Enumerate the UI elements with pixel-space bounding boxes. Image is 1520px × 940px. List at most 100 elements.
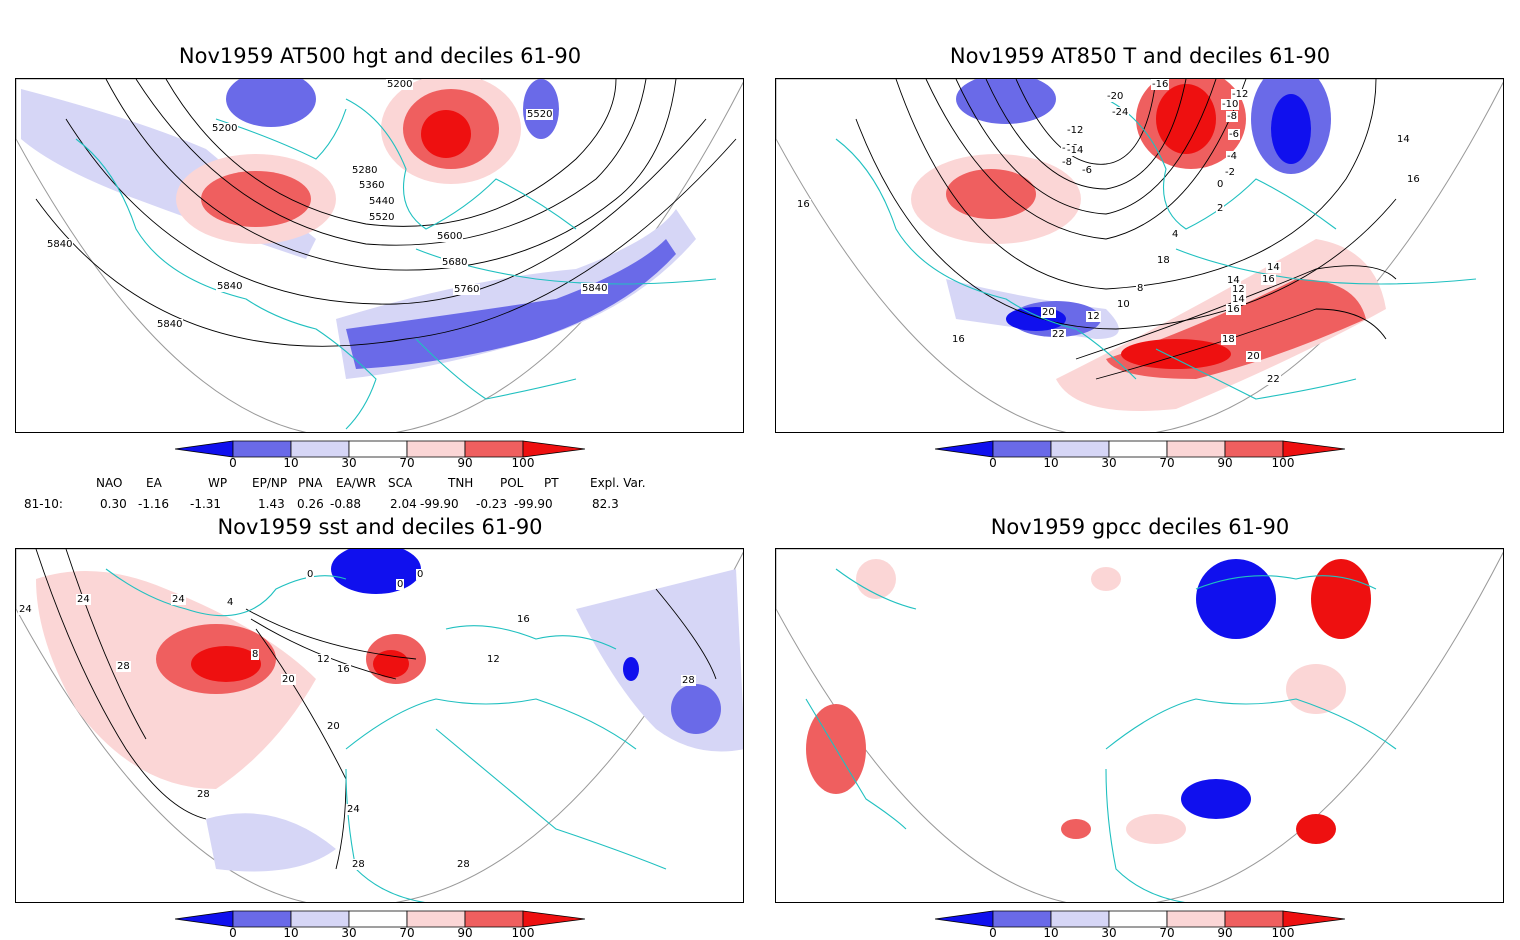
- colorbar-tick-label: 100: [511, 926, 535, 940]
- colorbar-segment: [232, 440, 292, 458]
- colorbar-tick-label: 70: [399, 926, 415, 940]
- colorbar-segment: [1108, 910, 1168, 928]
- colorbar-tick-label: 0: [229, 456, 237, 470]
- contour-label: 16: [336, 664, 351, 675]
- colorbar-tick-label: 10: [283, 926, 299, 940]
- contour-label: 4: [1171, 229, 1180, 240]
- contour-label: 12: [486, 654, 501, 665]
- contour-label: 14: [1226, 275, 1241, 286]
- contour-label: -6: [1228, 129, 1240, 140]
- index-value-wp: -1.31: [190, 497, 222, 511]
- contour-label: -12: [1231, 89, 1250, 100]
- contour-label: 18: [1156, 255, 1171, 266]
- contour-label: -20: [1106, 91, 1125, 102]
- contour-label: 28: [456, 859, 471, 870]
- colorbar-svg: [174, 910, 586, 928]
- map-svg-gpcc: [776, 549, 1503, 902]
- index-header-sca: SCA: [388, 476, 413, 490]
- contour-label: 5200: [386, 79, 414, 90]
- colorbar-segment: [1050, 440, 1110, 458]
- contour-label: 5200: [211, 123, 239, 134]
- colorbar-svg: [934, 910, 1346, 928]
- panel-title-t850: Nov1959 AT850 T and deciles 61-90: [949, 44, 1331, 68]
- colorbar-tick-label: 30: [1101, 926, 1117, 940]
- colorbar-segment: [934, 910, 994, 928]
- colorbar-segment: [1224, 440, 1284, 458]
- map-svg-sst: [16, 549, 743, 902]
- map-panel-gpcc: [775, 548, 1504, 903]
- colorbar-segment: [348, 910, 408, 928]
- colorbar-segment: [522, 910, 586, 928]
- contour-label: 5520: [368, 212, 396, 223]
- colorbar-segment: [406, 910, 466, 928]
- colorbar-tick-label: 0: [989, 926, 997, 940]
- contour-label: -16: [1151, 79, 1170, 90]
- colorbar-segment: [1282, 910, 1346, 928]
- index-value-explvar: 82.3: [592, 497, 619, 511]
- contour-label: 16: [516, 614, 531, 625]
- colorbar-segment: [1166, 440, 1226, 458]
- index-header-explvar: Expl. Var.: [590, 476, 646, 490]
- colorbar-segment: [992, 440, 1052, 458]
- index-value-pna: 0.26: [297, 497, 324, 511]
- contour-label: 4: [226, 597, 235, 608]
- contour-label: 22: [1266, 374, 1281, 385]
- contour-label: 10: [1116, 299, 1131, 310]
- index-header-tnh: TNH: [448, 476, 474, 490]
- contour-label: 18: [1221, 334, 1236, 345]
- contour-label: 24: [171, 594, 186, 605]
- contour-label: 28: [351, 859, 366, 870]
- colorbar-segment: [174, 440, 234, 458]
- contour-label: 5840: [581, 283, 609, 294]
- colorbar-segment: [348, 440, 408, 458]
- contour-label: 12: [316, 654, 331, 665]
- colorbar-tick-label: 10: [1043, 926, 1059, 940]
- index-row-label: 81-10:: [24, 497, 63, 511]
- contour-label: 22: [1051, 329, 1066, 340]
- index-value-pol: -0.23: [476, 497, 508, 511]
- colorbar-segment: [290, 910, 350, 928]
- contour-label: 5280: [351, 165, 379, 176]
- contour-label: -8: [1061, 157, 1073, 168]
- contour-label: 16: [796, 199, 811, 210]
- contour-label: -24: [1111, 107, 1130, 118]
- colorbar-segment: [174, 910, 234, 928]
- colorbar-segment: [1282, 440, 1346, 458]
- colorbar-top-left: 0 10 30 70 90 100: [174, 440, 586, 478]
- contour-label: 16: [1226, 304, 1241, 315]
- colorbar-tick-label: 0: [229, 926, 237, 940]
- index-header-pt: PT: [544, 476, 559, 490]
- contour-label: 20: [326, 721, 341, 732]
- contour-label: 0: [306, 569, 315, 580]
- contour-label: 5600: [436, 231, 464, 242]
- contour-label: 24: [18, 604, 33, 615]
- colorbar-segment: [232, 910, 292, 928]
- colorbar-tick-label: 30: [341, 926, 357, 940]
- contour-label: 5840: [156, 319, 184, 330]
- colorbar-svg: [934, 440, 1346, 458]
- colorbar-tick-label: 70: [1159, 456, 1175, 470]
- colorbar-segment: [1224, 910, 1284, 928]
- contour-label: 28: [681, 675, 696, 686]
- contour-label: 2: [1216, 203, 1225, 214]
- colorbar-segment: [290, 440, 350, 458]
- contour-label: 14: [1396, 134, 1411, 145]
- contour-label: 24: [76, 594, 91, 605]
- contour-label: 8: [251, 649, 260, 660]
- contour-label: 8: [1136, 283, 1145, 294]
- colorbar-segment: [406, 440, 466, 458]
- contour-label: 0: [1216, 179, 1225, 190]
- map-svg-z500: [16, 79, 743, 432]
- contour-label: 28: [196, 789, 211, 800]
- colorbar-segment: [464, 440, 524, 458]
- panel-title-z500: Nov1959 AT500 hgt and deciles 61-90: [178, 44, 582, 68]
- contour-label: -14: [1066, 145, 1085, 156]
- index-header-pol: POL: [500, 476, 524, 490]
- index-value-eawr: -0.88: [330, 497, 362, 511]
- map-panel-z500: 5200 5200 5520 5280 5360 5440 5520 5600 5680 5760…: [15, 78, 744, 433]
- index-header-nao: NAO: [96, 476, 123, 490]
- index-value-sca: 2.04: [390, 497, 417, 511]
- contour-label: -10: [1221, 99, 1240, 110]
- contour-label: -8: [1226, 111, 1238, 122]
- colorbar-tick-label: 100: [511, 456, 535, 470]
